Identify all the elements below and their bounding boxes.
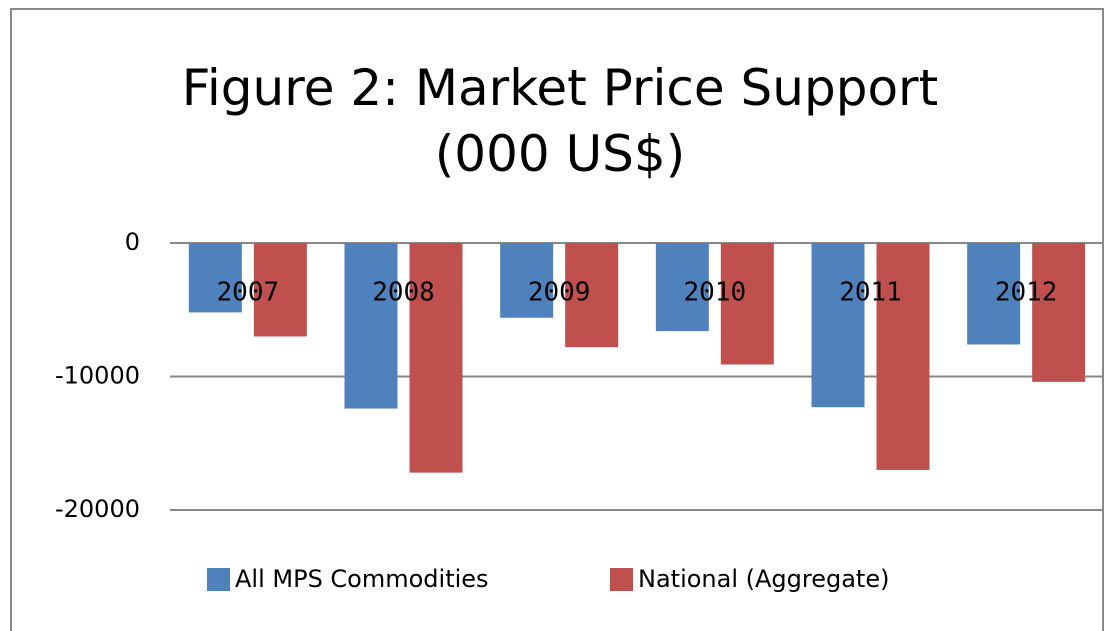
legend-swatch — [610, 568, 633, 591]
bar — [1032, 243, 1086, 382]
bar — [500, 243, 554, 318]
bar — [720, 243, 774, 365]
bar — [565, 243, 619, 348]
x-tick-label: 2010 — [684, 278, 747, 308]
legend-swatch — [207, 568, 230, 591]
y-tick-label: -20000 — [55, 495, 140, 523]
chart-frame — [10, 8, 1104, 631]
bar — [655, 243, 709, 332]
bar — [344, 243, 398, 409]
bar — [811, 243, 865, 408]
x-tick-label: 2009 — [528, 278, 591, 308]
y-tick-label: -10000 — [55, 362, 140, 390]
bar — [253, 243, 307, 337]
x-tick-label: 2007 — [217, 278, 280, 308]
bar — [409, 243, 463, 473]
legend-label: National (Aggregate) — [638, 565, 889, 593]
y-tick-label: 0 — [125, 228, 140, 256]
x-tick-label: 2008 — [372, 278, 435, 308]
bar — [876, 243, 930, 470]
bar — [967, 243, 1021, 345]
bar — [188, 243, 242, 313]
x-tick-label: 2011 — [839, 278, 902, 308]
x-tick-label: 2012 — [995, 278, 1058, 308]
legend-label: All MPS Commodities — [235, 565, 489, 593]
chart-title: Figure 2: Market Price Support (000 US$) — [181, 59, 939, 183]
